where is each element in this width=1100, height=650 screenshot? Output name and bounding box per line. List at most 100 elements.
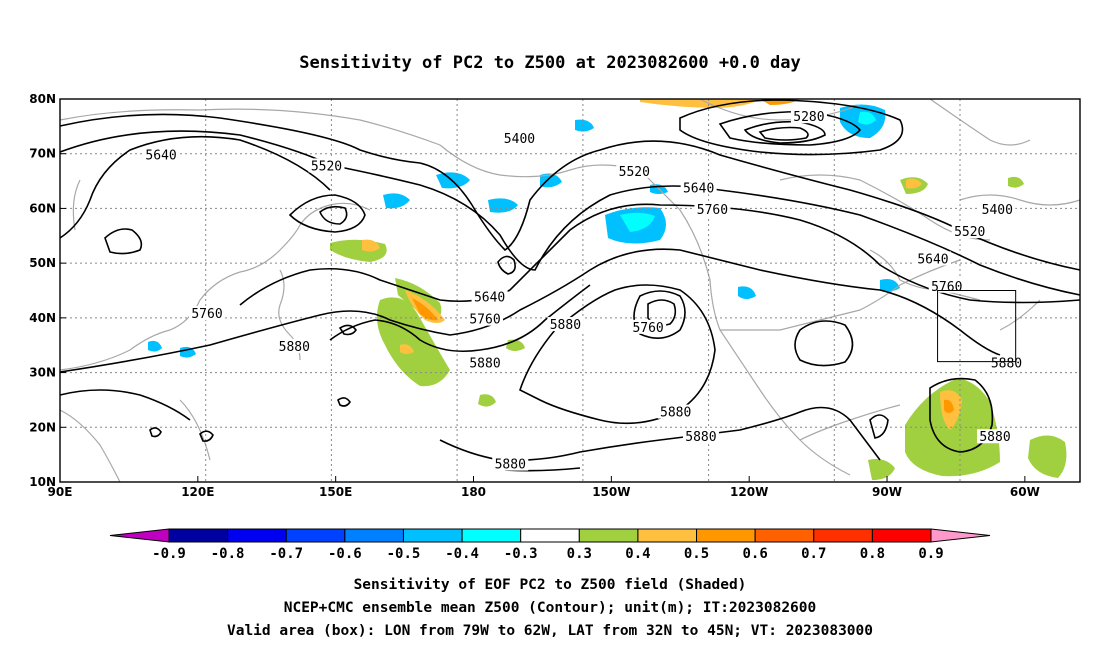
contour-label: 5400 (504, 132, 535, 147)
colorbar-label: 0.8 (860, 546, 885, 562)
colorbar-swatch (344, 528, 404, 543)
caption-line-1: Sensitivity of EOF PC2 to Z500 field (Sh… (354, 577, 747, 593)
contour-label: 5640 (474, 291, 505, 306)
colorbar-label: -0.5 (387, 546, 421, 562)
colorbar-label: 0.5 (684, 546, 709, 562)
sensitivity-shading (148, 99, 1067, 480)
contour-label: 5880 (660, 406, 691, 421)
lon-tick-label: 60W (1010, 485, 1040, 499)
lon-tick-label: 150E (319, 485, 352, 499)
colorbar-label: 0.9 (918, 546, 943, 562)
contour-label-bg (790, 109, 827, 124)
contour-label-bg (308, 158, 345, 173)
caption-line-3: Valid area (box): LON from 79W to 62W, L… (227, 623, 873, 639)
map-panel: 5640 5520 5400 5280 5520 5640 5760 5400 5520 5640… (29, 92, 1081, 499)
contour-label: 5280 (793, 110, 824, 125)
colorbar-swatch (520, 528, 580, 543)
contour-label: 5880 (279, 340, 310, 355)
colorbar-label: 0.3 (567, 546, 592, 562)
contour-label-bg (276, 338, 313, 353)
contour-label-bg (630, 319, 667, 334)
contour-label: 5400 (982, 203, 1013, 218)
valid-area-box (937, 290, 1017, 363)
contour-label: 5760 (191, 307, 222, 322)
contour-label-bg (977, 429, 1013, 444)
colorbar-low-end (109, 528, 170, 543)
colorbar-swatch (402, 528, 463, 543)
contour-label-bg (547, 317, 584, 332)
colorbar-label: 0.4 (625, 546, 650, 562)
contour-label-bg (467, 355, 503, 370)
contour-label-bg (680, 180, 717, 195)
contour-label-bg (657, 404, 694, 419)
contour-label: 5880 (469, 356, 500, 371)
contour-label: 5880 (685, 430, 716, 445)
contour-label-bg (467, 311, 503, 326)
contour-label: 5760 (931, 280, 962, 295)
contour-label-bg (694, 202, 731, 217)
colorbar-swatch (461, 528, 522, 543)
contour-label: 5880 (550, 318, 581, 333)
contour-label-bg (928, 278, 965, 293)
lat-tick-label: 60N (29, 201, 56, 215)
colorbar-swatch (696, 528, 756, 543)
lon-tick-label: 150W (592, 485, 630, 499)
contour-label-bg (492, 456, 529, 471)
lon-tick-label: 90E (48, 485, 73, 499)
colorbar-swatch (578, 528, 639, 543)
contour-label-bg (616, 163, 653, 178)
colorbar-label: -0.3 (504, 546, 538, 562)
contour-label-bg (682, 429, 719, 444)
colorbar-label: 0.7 (801, 546, 826, 562)
colorbar-swatch (754, 528, 815, 543)
lat-tick-label: 30N (29, 366, 56, 380)
colorbar-label: -0.9 (152, 546, 186, 562)
colorbar-label: -0.8 (211, 546, 245, 562)
contour-label: 5640 (145, 148, 176, 163)
contour-label: 5640 (917, 252, 948, 267)
contour-label: 5880 (991, 356, 1022, 371)
lat-ticks: 80N 70N 60N 50N 40N 30N 20N 10N (29, 92, 66, 489)
colorbar-swatch (168, 528, 229, 543)
figure-title: Sensitivity of PC2 to Z500 at 2023082600… (299, 53, 801, 73)
map-frame (59, 98, 1081, 483)
lon-tick-label: 180 (461, 485, 486, 499)
lon-tick-label: 120E (181, 485, 214, 499)
contour-label: 5880 (979, 430, 1010, 445)
coastlines (59, 98, 1081, 483)
caption-line-2: NCEP+CMC ensemble mean Z500 (Contour); u… (284, 600, 817, 616)
colorbar-swatch (813, 528, 873, 543)
lat-tick-label: 40N (29, 311, 56, 325)
contour-label-bg (979, 202, 1016, 217)
contour-label-bg (189, 306, 226, 321)
lon-ticks: 90E 120E 150E 180 150W 120W 90W 60W (48, 476, 1040, 499)
contour-labels: 5640 5520 5400 5280 5520 5640 5760 5400 5520 5640… (143, 109, 1025, 473)
contour-label-bg (951, 224, 988, 239)
lat-tick-label: 50N (29, 256, 56, 270)
contour-label: 5640 (683, 181, 714, 196)
peak-positive-shading (412, 298, 954, 413)
contour-label: 5760 (632, 321, 663, 336)
lat-tick-label: 80N (29, 92, 56, 106)
colorbar-high-end (930, 528, 991, 543)
contour-label: 5760 (469, 313, 500, 328)
colorbar-label: -0.7 (269, 546, 303, 562)
strong-negative-shading (620, 111, 876, 232)
lat-tick-label: 10N (29, 475, 56, 489)
colorbar-swatch (285, 528, 346, 543)
lat-tick-label: 70N (29, 147, 56, 161)
z500-contours (59, 99, 1081, 472)
contour-label: 5880 (495, 458, 526, 473)
colorbar-swatch (637, 528, 698, 543)
colorbar: -0.9 -0.8 -0.7 -0.6 -0.5 -0.4 -0.3 0.3 0.4 0.5 0.6… (109, 528, 991, 562)
lon-tick-label: 120W (730, 485, 768, 499)
contour-label: 5520 (954, 225, 985, 240)
contour-label: 5520 (619, 165, 650, 180)
caption: Sensitivity of EOF PC2 to Z500 field (Sh… (227, 577, 873, 639)
colorbar-label: -0.6 (328, 546, 362, 562)
colorbar-label: -0.4 (445, 546, 479, 562)
lat-tick-label: 20N (29, 420, 56, 434)
contour-label: 5760 (697, 203, 728, 218)
contour-label-bg (501, 131, 538, 146)
